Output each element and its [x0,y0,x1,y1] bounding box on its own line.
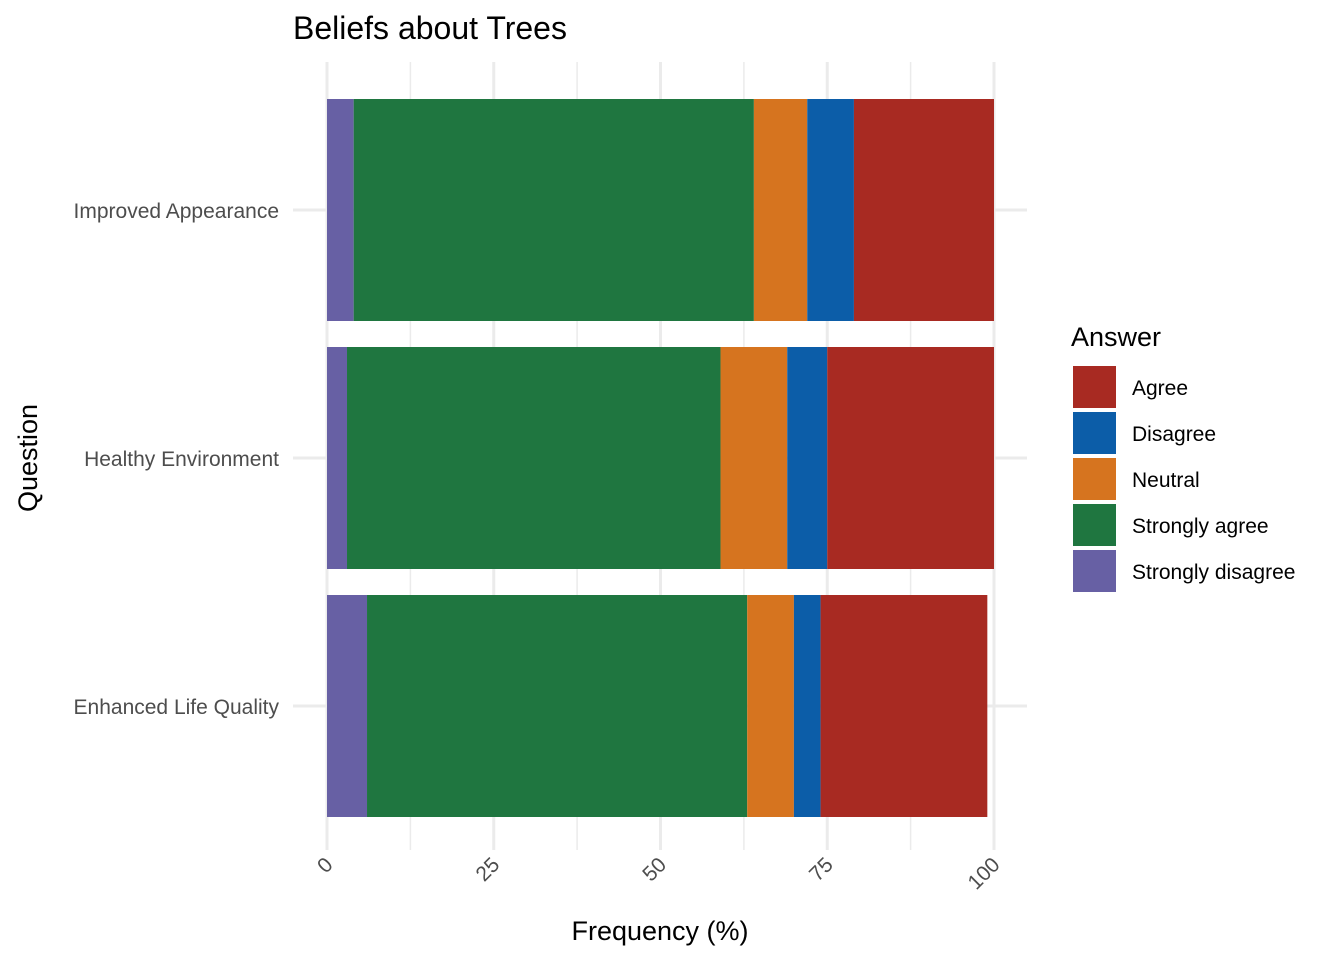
legend-label: Strongly disagree [1132,561,1295,584]
legend-swatch [1073,366,1116,408]
legend-title: Answer [1071,322,1161,352]
x-tick-label: 100 [963,853,1004,894]
bars [327,99,994,817]
bar-disagree [787,347,828,569]
y-axis: Improved Appearance Healthy Environment En… [74,200,280,719]
bar-neutral [753,99,808,321]
legend-swatch [1073,504,1116,546]
bar-disagree [807,99,854,321]
bar-agree [853,99,994,321]
y-tick-label: Enhanced Life Quality [74,696,280,719]
bar-strongly-agree [353,99,754,321]
x-axis: 0 25 50 75 100 [313,853,1005,894]
y-tick-label: Improved Appearance [74,200,279,223]
bar-strongly-disagree [327,347,348,569]
bar-strongly-agree [347,347,721,569]
legend-swatch [1073,412,1116,454]
bar-strongly-disagree [327,595,368,817]
x-axis-title: Frequency (%) [571,916,748,946]
bar-strongly-agree [367,595,748,817]
legend-swatch [1073,550,1116,592]
legend-label: Agree [1132,377,1188,400]
bar-neutral [747,595,794,817]
legend-label: Disagree [1132,423,1216,446]
chart-title: Beliefs about Trees [293,10,567,46]
bar-agree [820,595,988,817]
x-tick-label: 0 [313,853,338,878]
bar-strongly-disagree [327,99,354,321]
legend: Answer Agree Disagree Neutral Strongly agre… [1071,322,1295,592]
x-tick-label: 25 [472,853,505,886]
legend-swatch [1073,458,1116,500]
bar-neutral [720,347,788,569]
x-tick-label: 50 [638,853,671,886]
y-axis-title: Question [13,404,43,512]
y-tick-label: Healthy Environment [84,448,279,471]
bar-agree [827,347,994,569]
x-tick-label: 75 [805,853,838,886]
legend-label: Neutral [1132,469,1200,492]
legend-label: Strongly agree [1132,515,1269,538]
bar-disagree [793,595,821,817]
